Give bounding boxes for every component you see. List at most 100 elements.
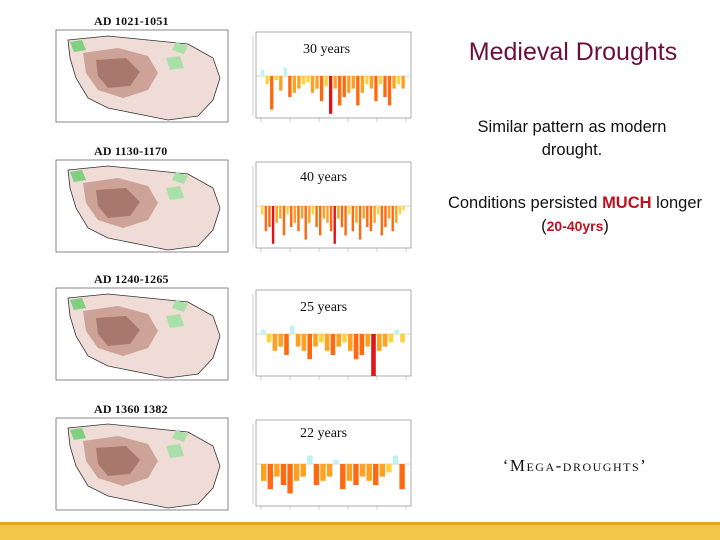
pdsi-bar bbox=[272, 334, 278, 351]
pdsi-bar bbox=[373, 206, 376, 223]
pdsi-bar bbox=[274, 464, 280, 477]
pdsi-bar-chart bbox=[252, 289, 412, 380]
pdsi-bar bbox=[358, 206, 362, 240]
pdsi-bar bbox=[279, 76, 283, 91]
pdsi-bar bbox=[342, 334, 347, 343]
wet-region bbox=[166, 444, 184, 458]
pdsi-bar bbox=[324, 334, 330, 351]
pdsi-bar bbox=[261, 206, 264, 215]
pdsi-bar bbox=[274, 76, 278, 81]
pdsi-bar bbox=[278, 334, 283, 347]
duration-range: 20-40yrs bbox=[546, 218, 604, 234]
pdsi-bar bbox=[333, 206, 336, 244]
pdsi-bar bbox=[313, 334, 318, 347]
wet-region bbox=[166, 186, 184, 200]
pdsi-bar bbox=[270, 76, 274, 110]
bullet-text: Conditions persisted bbox=[447, 194, 598, 212]
pdsi-bar bbox=[355, 206, 358, 223]
drought-core-region bbox=[96, 316, 140, 346]
pdsi-bar bbox=[324, 76, 328, 87]
pdsi-bar bbox=[319, 76, 324, 102]
pdsi-bar bbox=[290, 325, 295, 334]
drought-panel-1360: AD 1360 1382 22 years bbox=[36, 402, 446, 524]
pdsi-bar bbox=[310, 76, 315, 93]
pdsi-bar bbox=[384, 206, 387, 227]
pdsi-bar bbox=[315, 76, 319, 89]
wet-region bbox=[172, 42, 188, 54]
chart-frame bbox=[255, 419, 412, 507]
pdsi-bar bbox=[380, 206, 384, 236]
pdsi-bar bbox=[319, 206, 322, 236]
wet-region bbox=[172, 172, 188, 184]
bullet-text: (20-40yrs) bbox=[541, 217, 609, 235]
pdsi-bar bbox=[261, 464, 267, 481]
slide-title: Medieval Droughts bbox=[468, 38, 678, 66]
paren-close: ) bbox=[603, 217, 609, 235]
map-title: AD 1130-1170 bbox=[94, 144, 168, 158]
pdsi-bar bbox=[326, 464, 333, 477]
pdsi-bar bbox=[329, 206, 333, 232]
drought-panel-1021: AD 1021-1051 30 years bbox=[36, 14, 446, 136]
pdsi-bar bbox=[359, 334, 365, 355]
pdsi-bar bbox=[353, 334, 359, 360]
pdsi-bar bbox=[359, 464, 366, 477]
wet-region bbox=[172, 430, 188, 442]
pdsi-bar bbox=[293, 206, 297, 223]
pdsi-bar bbox=[315, 206, 318, 227]
wet-region bbox=[70, 298, 86, 310]
pdsi-bar bbox=[394, 329, 399, 334]
pdsi-bar bbox=[287, 464, 293, 494]
pdsi-bar bbox=[378, 76, 383, 85]
pdsi-bar bbox=[371, 334, 376, 376]
map-title: AD 1360 1382 bbox=[94, 402, 168, 416]
pdsi-bar bbox=[264, 206, 268, 232]
drought-core-region bbox=[96, 58, 140, 88]
pdsi-bar bbox=[342, 76, 346, 97]
wet-region bbox=[166, 56, 184, 70]
pdsi-bar bbox=[300, 464, 306, 477]
pdsi-bar bbox=[336, 334, 341, 347]
pdsi-bar-chart bbox=[252, 419, 412, 510]
wet-region bbox=[172, 300, 188, 312]
pdsi-bar bbox=[348, 206, 351, 215]
pdsi-bar bbox=[356, 76, 360, 106]
chart-frame bbox=[255, 289, 412, 377]
pdsi-bar bbox=[301, 334, 307, 351]
pdsi-bar bbox=[320, 464, 326, 481]
pdsi-bar bbox=[290, 206, 293, 227]
pdsi-bar bbox=[286, 206, 289, 215]
pdsi-bar bbox=[392, 76, 396, 89]
pdsi-bar bbox=[338, 76, 342, 106]
pdsi-bar bbox=[377, 334, 382, 351]
drought-map bbox=[55, 29, 229, 123]
wet-region bbox=[166, 314, 184, 328]
pdsi-bar bbox=[330, 334, 336, 355]
pdsi-bar bbox=[383, 76, 387, 97]
pdsi-bar bbox=[328, 76, 333, 114]
pdsi-bar bbox=[382, 334, 388, 347]
pdsi-bar bbox=[374, 76, 378, 102]
pdsi-bar bbox=[288, 76, 292, 97]
pdsi-bar bbox=[293, 464, 300, 481]
pdsi-bar bbox=[304, 206, 307, 240]
pdsi-bar bbox=[373, 464, 379, 485]
drought-map bbox=[55, 287, 229, 381]
pdsi-bar bbox=[369, 206, 373, 232]
mega-droughts-caption: ‘Mega-droughts’ bbox=[502, 456, 648, 475]
pdsi-bar bbox=[265, 76, 269, 85]
pdsi-bar bbox=[377, 206, 380, 215]
pdsi-bar bbox=[261, 329, 266, 334]
duration-label: 40 years bbox=[298, 170, 350, 186]
drought-map bbox=[55, 159, 229, 253]
emphasis-text: MUCH bbox=[602, 194, 652, 212]
pdsi-bar bbox=[366, 464, 372, 481]
pdsi-bar bbox=[402, 206, 405, 211]
pdsi-bar bbox=[386, 464, 392, 473]
pdsi-bar bbox=[391, 206, 394, 232]
pdsi-bar bbox=[348, 334, 353, 351]
pdsi-bar bbox=[333, 76, 337, 89]
pdsi-bar bbox=[313, 464, 320, 485]
pdsi-bar bbox=[301, 76, 306, 85]
pdsi-bar bbox=[268, 206, 271, 227]
pdsi-bar bbox=[401, 76, 405, 89]
